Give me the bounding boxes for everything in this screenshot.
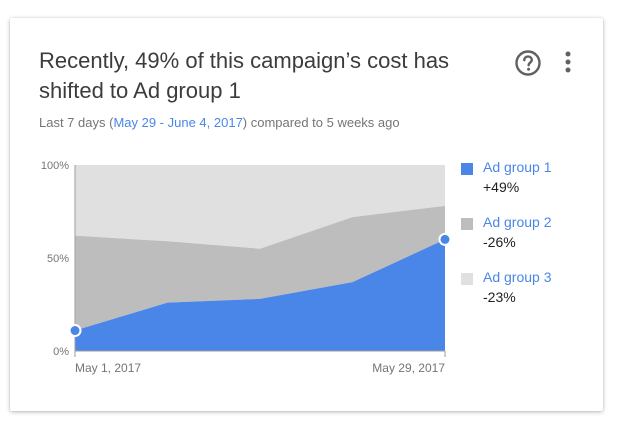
- legend-item-ad-group-3[interactable]: Ad group 3 -23%: [461, 269, 591, 324]
- legend-change: -26%: [483, 234, 516, 250]
- legend-item-ad-group-1[interactable]: Ad group 1 +49%: [461, 159, 591, 214]
- card-title: Recently, 49% of this campaign’s cost ha…: [39, 48, 450, 103]
- chart-legend: Ad group 1 +49% Ad group 2 -26% Ad group…: [461, 159, 591, 324]
- date-range-link[interactable]: May 29 - June 4, 2017: [113, 115, 243, 130]
- more-vert-icon: [565, 51, 571, 73]
- legend-label[interactable]: Ad group 1: [483, 159, 552, 175]
- insight-card: Recently, 49% of this campaign’s cost ha…: [10, 18, 603, 411]
- legend-label[interactable]: Ad group 2: [483, 214, 552, 230]
- legend-item-ad-group-2[interactable]: Ad group 2 -26%: [461, 214, 591, 269]
- date-range-subtitle: Last 7 days (May 29 - June 4, 2017) comp…: [39, 115, 400, 130]
- area-ad-group-2: [75, 205, 445, 331]
- area-ad-group-1: [75, 239, 445, 351]
- x-tick-label: May 1, 2017: [75, 361, 141, 375]
- data-point-marker: [68, 324, 82, 338]
- area-ad-group-3: [75, 165, 445, 249]
- help-circle-icon: [515, 50, 541, 76]
- legend-change: -23%: [483, 289, 516, 305]
- y-tick-label: 0%: [53, 346, 69, 358]
- legend-swatch: [461, 273, 473, 285]
- legend-label[interactable]: Ad group 3: [483, 269, 552, 285]
- y-tick-label: 100%: [41, 160, 69, 172]
- help-button[interactable]: [513, 48, 543, 78]
- legend-change: +49%: [483, 179, 520, 195]
- subtitle-suffix: ) compared to 5 weeks ago: [242, 115, 400, 130]
- more-options-button[interactable]: [558, 48, 578, 78]
- data-point-marker: [438, 232, 452, 246]
- x-tick-label: May 29, 2017: [372, 361, 445, 375]
- legend-swatch: [461, 163, 473, 175]
- legend-swatch: [461, 218, 473, 230]
- stacked-area-chart: 100% 50% 0% May 1, 2017 May 29, 2017: [41, 160, 452, 375]
- y-tick-label: 50%: [47, 253, 69, 265]
- subtitle-prefix: Last 7 days (: [39, 115, 114, 130]
